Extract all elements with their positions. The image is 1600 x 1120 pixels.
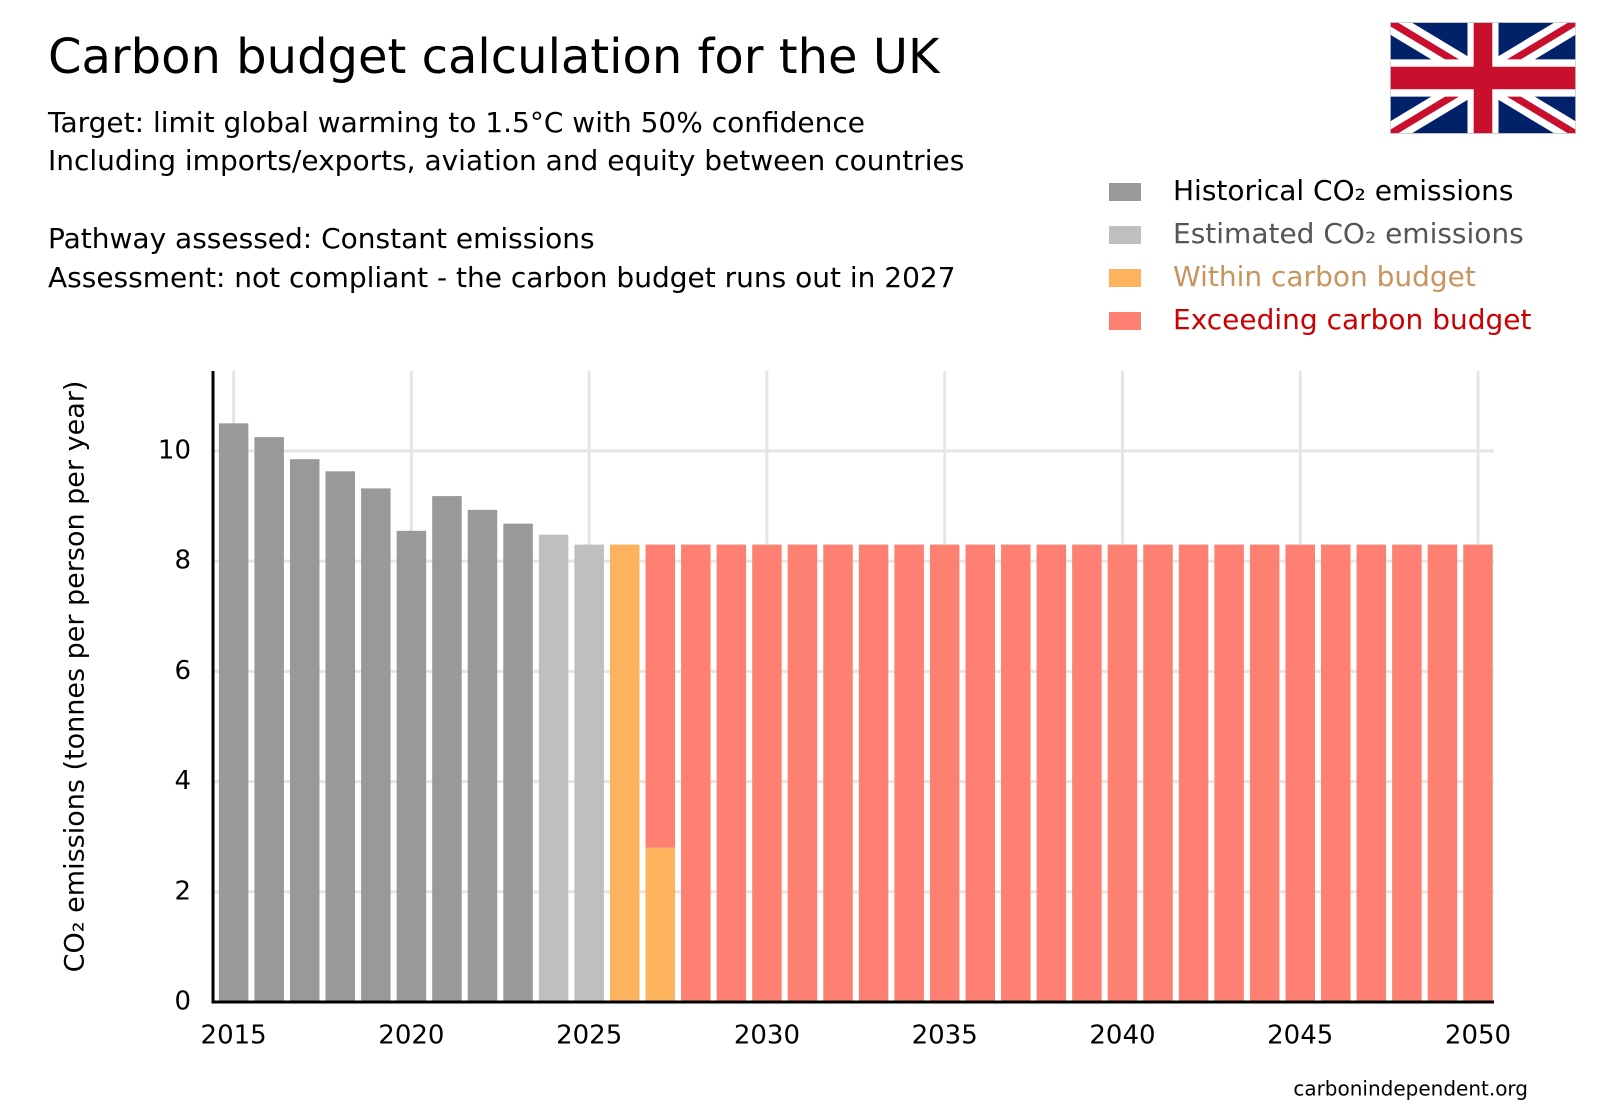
bar-segment (645, 847, 676, 1002)
y-tick-label: 10 (158, 435, 191, 465)
legend-swatch (1109, 183, 1141, 201)
note: Pathway assessed: Constant emissions (48, 222, 595, 255)
y-tick-label: 8 (174, 546, 191, 576)
legend-label: Within carbon budget (1173, 260, 1476, 293)
bar-segment (1392, 544, 1422, 1002)
bar-segment (609, 544, 640, 1002)
bar-segment (1321, 544, 1351, 1002)
bar-segment (1107, 544, 1138, 1002)
legend-label: Exceeding carbon budget (1173, 303, 1531, 336)
y-tick-label: 2 (174, 876, 191, 906)
bar-segment (254, 437, 284, 1003)
bar-segment (681, 544, 711, 1002)
bar-segment (396, 530, 427, 1002)
x-tick-label: 2015 (201, 1021, 267, 1051)
bar-segment (645, 544, 676, 848)
x-tick-label: 2025 (556, 1021, 622, 1051)
bar-segment (1463, 544, 1493, 1002)
legend-swatch (1109, 226, 1141, 244)
bar-segment (1249, 544, 1280, 1002)
y-axis-label: CO₂ emissions (tonnes per person per yea… (60, 381, 91, 973)
bar-segment (1427, 544, 1458, 1002)
bar-segment (1036, 544, 1067, 1002)
bar-segment (325, 471, 356, 1002)
legend-swatch (1109, 269, 1141, 287)
flag (1390, 22, 1576, 134)
bar-segment (752, 544, 782, 1002)
bar-segment (1285, 544, 1315, 1002)
bar-segment (574, 544, 604, 1002)
subtitle: Including imports/exports, aviation and … (48, 144, 964, 177)
bar-segment (1001, 544, 1031, 1002)
bar-segment (787, 544, 818, 1002)
bar-segment (361, 488, 391, 1002)
bar-segment (503, 523, 533, 1002)
x-tick-label: 2020 (378, 1021, 444, 1051)
bar-segment (1214, 544, 1244, 1002)
bar-segment (289, 459, 320, 1002)
y-tick-label: 4 (174, 766, 191, 796)
legend-label: Historical CO₂ emissions (1173, 174, 1513, 207)
bar-segment (538, 534, 569, 1002)
bar-segment (929, 544, 960, 1002)
bar-segment (858, 544, 889, 1002)
x-tick-label: 2035 (912, 1021, 978, 1051)
bar-segment (218, 423, 249, 1002)
bar-segment (965, 544, 996, 1002)
x-tick-label: 2045 (1267, 1021, 1333, 1051)
bar-segment (1072, 544, 1102, 1002)
bar-segment (1143, 544, 1173, 1002)
bar-segment (1178, 544, 1209, 1002)
legend-label: Estimated CO₂ emissions (1173, 217, 1524, 250)
bar-segment (823, 544, 853, 1002)
source: carbonindependent.org (1293, 1077, 1528, 1101)
bar-segment (432, 496, 462, 1002)
legend-swatch (1109, 312, 1141, 330)
note: Assessment: not compliant - the carbon b… (48, 261, 956, 294)
bar-segment (894, 544, 924, 1002)
chart-title: Carbon budget calculation for the UK (48, 29, 941, 85)
y-tick-label: 6 (174, 656, 191, 686)
bar-segment (1356, 544, 1387, 1002)
x-tick-label: 2050 (1445, 1021, 1511, 1051)
x-tick-label: 2030 (734, 1021, 800, 1051)
x-tick-label: 2040 (1089, 1021, 1155, 1051)
uk-flag (1390, 22, 1576, 134)
bar-segment (467, 509, 498, 1002)
y-tick-label: 0 (174, 987, 191, 1017)
bar-segment (716, 544, 747, 1002)
subtitle: Target: limit global warming to 1.5°C wi… (47, 106, 865, 139)
